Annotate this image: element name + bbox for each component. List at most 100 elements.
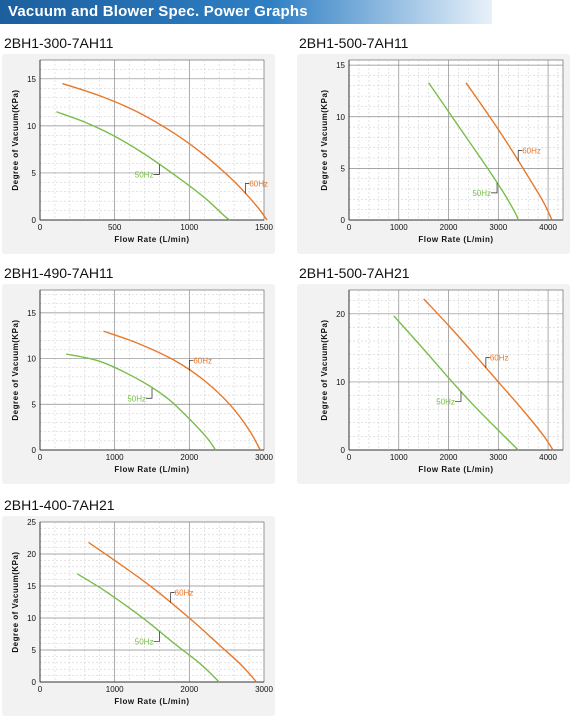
series-label-60hz: 60Hz — [175, 589, 194, 598]
x-axis-label: Flow Rate (L/min) — [114, 697, 189, 706]
plot-area — [348, 289, 564, 451]
y-tick-label: 5 — [341, 164, 346, 173]
header-banner: Vacuum and Blower Spec. Power Graphs — [0, 0, 492, 24]
chart-title-5: 2BH1-400-7AH21 — [4, 497, 115, 513]
chart-4: 0 1000 2000 3000 4000 0 10 20 Flow Rate (L/min) D… — [320, 289, 564, 474]
chart-panel-5: 0 1000 2000 3000 0 5 10 15 20 25 Flow Rate (L/min)… — [2, 516, 275, 716]
callout-leader — [188, 360, 194, 371]
plot-area — [39, 289, 265, 451]
x-tick-label: 1000 — [106, 685, 124, 694]
series-line-60hz — [103, 330, 261, 451]
x-axis-label: Flow Rate (L/min) — [114, 235, 189, 244]
y-tick-label: 25 — [27, 518, 36, 527]
series-label-50hz: 50Hz — [127, 394, 146, 403]
series-line-50hz — [56, 111, 231, 221]
callout-leader — [244, 183, 250, 194]
x-tick-label: 0 — [347, 453, 352, 462]
callout-leader — [153, 164, 160, 175]
series-label-50hz: 50Hz — [135, 637, 154, 646]
callout-leader — [454, 391, 462, 402]
chart-title-2: 2BH1-500-7AH11 — [299, 35, 409, 51]
plot-area — [39, 521, 265, 683]
chart-panel-1: 0 500 1000 1500 0 5 10 15 Flow Rate (L/min) Degre… — [2, 54, 275, 254]
callout-leader — [170, 592, 175, 603]
plot-area — [348, 59, 564, 221]
x-tick-label: 3000 — [255, 685, 273, 694]
x-tick-label: 0 — [38, 453, 43, 462]
series-line-60hz — [62, 82, 268, 221]
y-tick-label: 0 — [341, 446, 346, 455]
x-tick-label: 1000 — [180, 223, 198, 232]
chart-3: 0 1000 2000 3000 0 5 10 15 Flow Rate (L/min) Degr… — [11, 289, 273, 474]
y-tick-label: 5 — [32, 646, 37, 655]
series-label-60hz: 60Hz — [490, 354, 509, 363]
x-tick-label: 3000 — [489, 223, 507, 232]
y-tick-label: 0 — [32, 446, 37, 455]
y-tick-label: 10 — [27, 614, 36, 623]
series-label-50hz: 50Hz — [135, 170, 154, 179]
x-tick-label: 2000 — [180, 453, 198, 462]
y-axis-label: Degree of Vacuum(KPa) — [320, 319, 329, 420]
x-tick-label: 4000 — [539, 453, 557, 462]
chart-1: 0 500 1000 1500 0 5 10 15 Flow Rate (L/min) Degre… — [11, 59, 273, 244]
y-axis-label: Degree of Vacuum(KPa) — [320, 89, 329, 190]
y-tick-label: 15 — [27, 75, 36, 84]
x-tick-label: 4000 — [539, 223, 557, 232]
y-axis-label: Degree of Vacuum(KPa) — [11, 551, 20, 652]
x-tick-label: 3000 — [489, 453, 507, 462]
callout-leader — [153, 631, 160, 642]
series-line-60hz — [465, 82, 553, 221]
x-tick-label: 1000 — [106, 453, 124, 462]
series-label-60hz: 60Hz — [522, 147, 541, 156]
callout-leader — [517, 150, 523, 161]
x-tick-label: 2000 — [440, 223, 458, 232]
y-tick-label: 0 — [341, 216, 346, 225]
callout-leader — [491, 182, 498, 194]
x-axis-label: Flow Rate (L/min) — [418, 465, 493, 474]
x-axis-label: Flow Rate (L/min) — [418, 235, 493, 244]
x-tick-label: 2000 — [440, 453, 458, 462]
series-line-50hz — [428, 82, 519, 221]
chart-title-1: 2BH1-300-7AH11 — [4, 35, 114, 51]
y-tick-label: 0 — [32, 678, 37, 687]
callout-leader — [146, 388, 153, 399]
y-tick-label: 20 — [27, 550, 36, 559]
chart-title-4: 2BH1-500-7AH21 — [299, 265, 410, 281]
series-label-50hz: 50Hz — [436, 397, 455, 406]
y-tick-label: 10 — [336, 378, 345, 387]
series-line-50hz — [76, 573, 220, 683]
chart-title-3: 2BH1-490-7AH11 — [4, 265, 114, 281]
y-tick-label: 5 — [32, 400, 37, 409]
y-tick-label: 15 — [27, 582, 36, 591]
series-label-60hz: 60Hz — [249, 180, 268, 189]
y-tick-label: 10 — [27, 122, 36, 131]
series-label-60hz: 60Hz — [193, 356, 212, 365]
plot-area — [39, 59, 265, 221]
y-tick-label: 15 — [336, 61, 345, 70]
series-line-60hz — [88, 541, 258, 683]
series-label-50hz: 50Hz — [472, 189, 491, 198]
series-line-50hz — [65, 353, 217, 451]
chart-panel-4: 0 1000 2000 3000 4000 0 10 20 Flow Rate (L/min) D… — [297, 284, 570, 484]
x-tick-label: 1500 — [255, 223, 273, 232]
x-tick-label: 0 — [38, 223, 43, 232]
y-tick-label: 10 — [336, 113, 345, 122]
chart-2: 0 1000 2000 3000 4000 0 5 10 15 Flow Rate (L/min)… — [320, 59, 564, 244]
chart-panel-3: 0 1000 2000 3000 0 5 10 15 Flow Rate (L/min) Degr… — [2, 284, 275, 484]
x-tick-label: 500 — [108, 223, 122, 232]
x-tick-label: 2000 — [180, 685, 198, 694]
y-tick-label: 0 — [32, 216, 37, 225]
x-tick-label: 1000 — [390, 223, 408, 232]
x-axis-label: Flow Rate (L/min) — [114, 465, 189, 474]
series-line-60hz — [423, 298, 554, 451]
y-axis-label: Degree of Vacuum(KPa) — [11, 319, 20, 420]
callout-leader — [485, 357, 490, 368]
y-tick-label: 10 — [27, 355, 36, 364]
chart-panel-2: 0 1000 2000 3000 4000 0 5 10 15 Flow Rate (L/min)… — [297, 54, 570, 254]
chart-5: 0 1000 2000 3000 0 5 10 15 20 25 Flow Rate (L/min)… — [11, 518, 273, 706]
x-tick-label: 3000 — [255, 453, 273, 462]
y-axis-label: Degree of Vacuum(KPa) — [11, 89, 20, 190]
x-tick-label: 0 — [347, 223, 352, 232]
x-tick-label: 0 — [38, 685, 43, 694]
x-tick-label: 1000 — [390, 453, 408, 462]
